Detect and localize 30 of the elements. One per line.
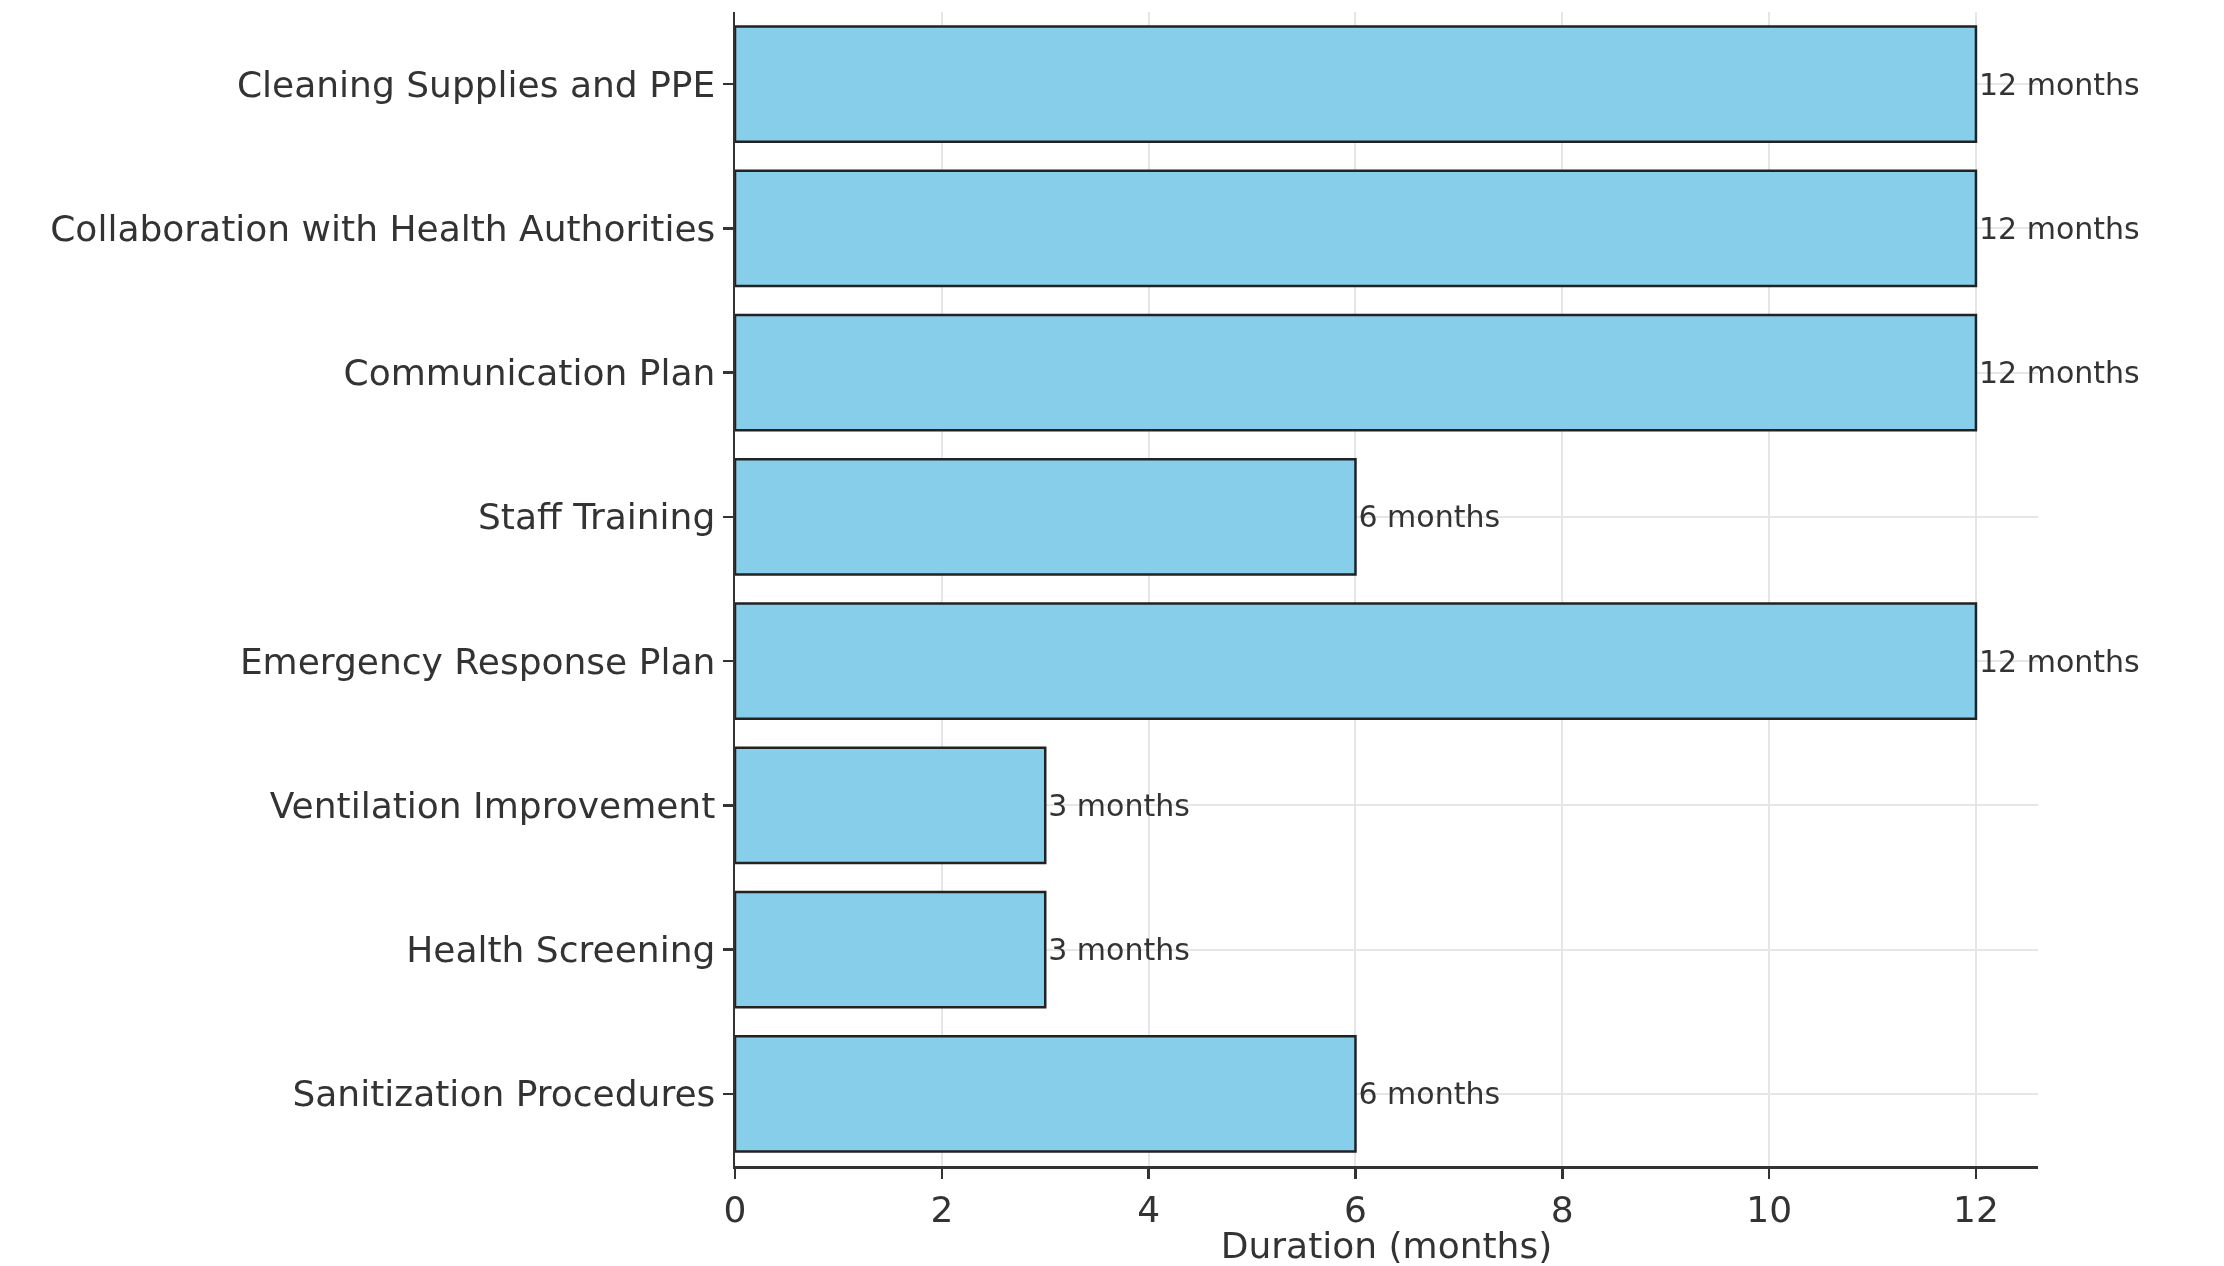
data-label: 3 months [1048,787,1190,823]
data-label: 12 months [1978,355,2140,391]
bar [735,602,1978,721]
y-tick-label: Sanitization Procedures [292,1073,716,1115]
y-tick-label: Collaboration with Health Authorities [50,207,716,249]
y-tick-label: Communication Plan [343,352,716,394]
data-label: 12 months [1978,66,2140,102]
y-tick-label: Ventilation Improvement [269,784,716,826]
data-label: 12 months [1978,210,2140,246]
bar [735,1034,1357,1153]
y-tick-label: Cleaning Supplies and PPE [236,63,716,105]
x-tick-label: 10 [1746,1188,1793,1230]
bar [735,169,1978,288]
bar [735,25,1978,144]
x-tick-label: 4 [1137,1188,1161,1230]
x-tick-label: 12 [1953,1188,1999,1230]
bar [735,890,1047,1009]
data-label: 3 months [1048,932,1190,968]
y-tick-label: Staff Training [477,496,716,538]
y-tick-label: Health Screening [406,929,716,971]
data-label: 12 months [1978,643,2140,679]
x-tick-label: 0 [723,1188,747,1230]
data-label: 6 months [1358,1076,1501,1112]
bar [735,746,1047,865]
x-tick-label: 8 [1550,1188,1574,1230]
data-label: 6 months [1358,499,1501,535]
bar [735,457,1357,576]
y-tick-label: Emergency Response Plan [239,640,716,682]
bar [735,313,1978,432]
x-tick-label: 2 [930,1188,954,1230]
